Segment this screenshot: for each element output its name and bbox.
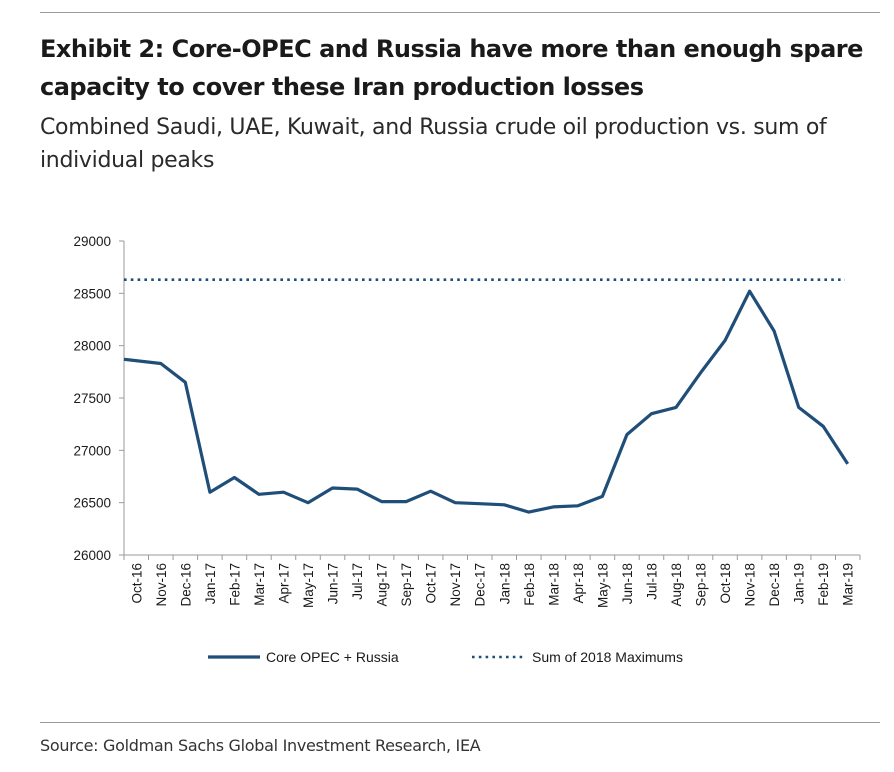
x-tick-label: Dec-16 (178, 563, 193, 607)
x-tick-label: Dec-18 (767, 563, 782, 607)
y-tick-label: 27500 (73, 391, 111, 406)
x-tick-label: May-17 (301, 563, 316, 608)
x-tick-label: Apr-18 (571, 563, 586, 604)
x-tick-label: Mar-18 (546, 563, 561, 606)
x-tick-label: Jun-18 (620, 563, 635, 604)
y-tick-label: 26000 (73, 548, 111, 563)
y-axis: 26000 26500 27000 27500 28000 28500 29000 (73, 234, 125, 563)
y-tick-label: 28000 (73, 339, 111, 354)
x-tick-label: Jul-18 (644, 563, 659, 600)
x-tick-label: Nov-17 (448, 563, 463, 607)
x-tick-label: Oct-18 (718, 563, 733, 604)
y-tick-label: 26500 (73, 496, 111, 511)
chart-subtitle: Combined Saudi, UAE, Kuwait, and Russia … (40, 115, 827, 173)
x-tick-label: May-18 (595, 563, 610, 608)
top-rule (40, 12, 880, 13)
y-tick-label: 28500 (73, 286, 111, 301)
x-tick-label: Oct-16 (129, 563, 144, 604)
series-layer (123, 278, 850, 514)
x-tick-label: Jul-17 (350, 563, 365, 600)
x-tick-label: Jan-17 (203, 563, 218, 604)
x-tick-label: Mar-19 (841, 563, 856, 606)
y-tick-label: 29000 (73, 234, 111, 249)
source-note: Source: Goldman Sachs Global Investment … (40, 736, 481, 755)
x-tick-label: Nov-18 (743, 563, 758, 607)
x-tick-label: Oct-17 (424, 563, 439, 604)
x-tick-label: Aug-18 (669, 563, 684, 607)
bottom-rule (40, 722, 880, 723)
x-tick-label: Jun-17 (326, 563, 341, 604)
x-axis: Oct-16 Nov-16 Dec-16 Jan-17 Feb-17 Mar-17 Apr-… (123, 554, 861, 608)
x-tick-label: Jan-18 (497, 563, 512, 604)
x-tick-label: Sep-18 (694, 563, 709, 607)
x-tick-label: Jan-19 (792, 563, 807, 604)
legend-label-sum-of-2018-maximums: Sum of 2018 Maximums (532, 649, 683, 665)
x-tick-label: Sep-17 (399, 563, 414, 607)
x-tick-label: Apr-17 (276, 563, 291, 604)
line-chart: 26000 26500 27000 27500 28000 28500 29000 Oct-… (73, 234, 861, 665)
x-tick-label: Feb-18 (522, 563, 537, 606)
legend: Core OPEC + Russia Sum of 2018 Maximums (208, 649, 683, 665)
x-tick-label: Mar-17 (252, 563, 267, 606)
series-line-core-opec-russia (123, 289, 850, 514)
y-tick-label: 27000 (73, 443, 111, 458)
legend-label-core-opec-russia: Core OPEC + Russia (266, 649, 399, 665)
chart-title: Exhibit 2: Core-OPEC and Russia have mor… (40, 35, 863, 101)
x-tick-label: Nov-16 (154, 563, 169, 607)
x-tick-label: Aug-17 (375, 563, 390, 607)
x-tick-label: Feb-17 (227, 563, 242, 606)
x-tick-label: Dec-17 (473, 563, 488, 607)
x-tick-label: Feb-19 (816, 563, 831, 606)
